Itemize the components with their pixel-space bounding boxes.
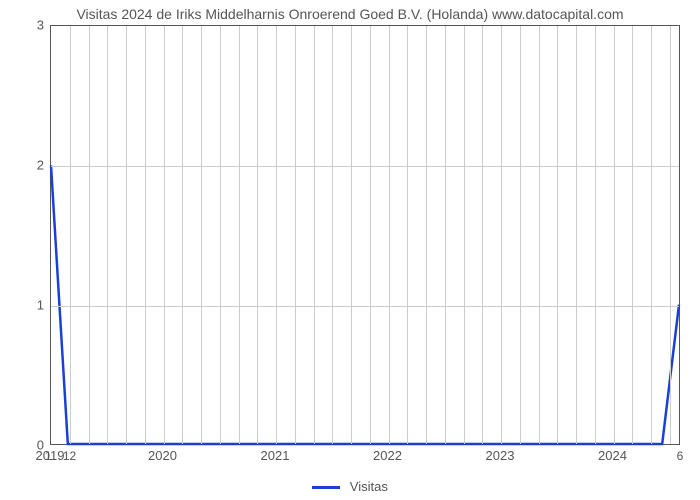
grid-vertical — [145, 26, 146, 444]
grid-vertical — [201, 26, 202, 444]
grid-vertical — [107, 26, 108, 444]
grid-vertical — [501, 26, 502, 444]
grid-vertical — [407, 26, 408, 444]
grid-vertical — [126, 26, 127, 444]
grid-vertical — [239, 26, 240, 444]
grid-vertical — [70, 26, 71, 444]
grid-vertical — [389, 26, 390, 444]
grid-vertical — [426, 26, 427, 444]
grid-vertical — [445, 26, 446, 444]
x-tick-label: 2021 — [261, 448, 290, 463]
grid-vertical — [332, 26, 333, 444]
grid-vertical — [220, 26, 221, 444]
grid-vertical — [464, 26, 465, 444]
grid-vertical — [295, 26, 296, 444]
grid-vertical — [614, 26, 615, 444]
x-tick-label: 2023 — [486, 448, 515, 463]
grid-vertical — [557, 26, 558, 444]
grid-vertical — [482, 26, 483, 444]
grid-horizontal — [51, 166, 679, 167]
legend-swatch — [312, 486, 340, 489]
legend: Visitas — [0, 479, 700, 494]
grid-vertical — [632, 26, 633, 444]
x-tick-label: 2022 — [373, 448, 402, 463]
grid-vertical — [651, 26, 652, 444]
legend-label: Visitas — [350, 479, 388, 494]
grid-horizontal — [51, 306, 679, 307]
grid-vertical — [182, 26, 183, 444]
grid-vertical — [370, 26, 371, 444]
grid-vertical — [539, 26, 540, 444]
y-tick-label: 3 — [4, 18, 44, 33]
plot-area — [50, 25, 680, 445]
data-point-label: 1 — [45, 449, 52, 463]
grid-vertical — [520, 26, 521, 444]
grid-vertical — [576, 26, 577, 444]
x-tick-label: 2024 — [598, 448, 627, 463]
x-tick-label: 2020 — [148, 448, 177, 463]
grid-vertical — [595, 26, 596, 444]
grid-vertical — [351, 26, 352, 444]
grid-vertical — [164, 26, 165, 444]
grid-vertical — [89, 26, 90, 444]
grid-vertical — [257, 26, 258, 444]
grid-vertical — [276, 26, 277, 444]
data-point-label: 12 — [63, 449, 76, 463]
chart-title: Visitas 2024 de Iriks Middelharnis Onroe… — [0, 6, 700, 22]
y-tick-label: 1 — [4, 298, 44, 313]
chart-container: Visitas 2024 de Iriks Middelharnis Onroe… — [0, 0, 700, 500]
data-point-label: 6 — [677, 449, 684, 463]
grid-vertical — [314, 26, 315, 444]
y-tick-label: 2 — [4, 158, 44, 173]
grid-vertical — [670, 26, 671, 444]
